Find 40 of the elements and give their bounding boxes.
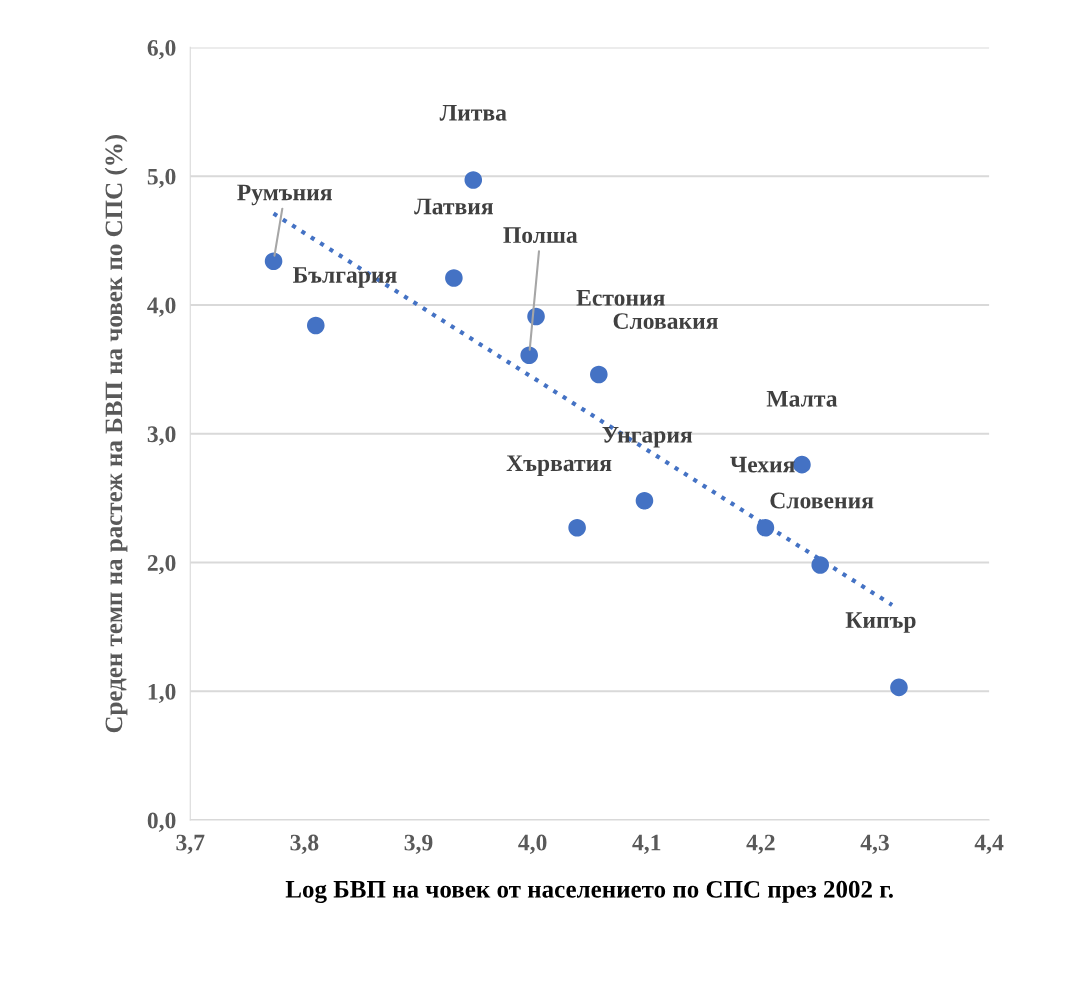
y-tick-label: 1,0	[148, 683, 176, 704]
point	[890, 678, 908, 697]
point	[264, 252, 283, 270]
annotation: Литва	[439, 104, 507, 121]
y-tick-label: 2,0	[147, 554, 176, 575]
point	[568, 518, 586, 537]
x-tick-label: 3,8	[290, 834, 319, 854]
point	[635, 491, 654, 510]
x-tick-label: 4,4	[974, 834, 1004, 854]
x-tick-label: 3,7	[176, 834, 205, 854]
annotation: Латвия	[414, 198, 494, 215]
y-tick-label: 6,0	[147, 39, 176, 60]
annotation: Хърватия	[506, 455, 612, 476]
point	[307, 316, 325, 335]
point	[520, 346, 538, 364]
x-axis-title: Log БВП на човек от населението по СПС през 2002 г.	[285, 880, 893, 904]
point	[811, 556, 829, 574]
annotation: Кипър	[845, 612, 916, 633]
y-tick-label: 3,0	[147, 426, 176, 446]
point	[793, 455, 811, 474]
y-axis-title: Среден темп на растеж на БВП на човек по СПС (%)	[104, 135, 128, 733]
point	[464, 171, 483, 189]
y-tick-label: 0,0	[147, 812, 176, 832]
x-tick-label: 4,1	[632, 834, 661, 854]
x-tick-label: 4,2	[746, 834, 775, 854]
annotation: Словения	[770, 492, 874, 509]
annotation: Малта	[766, 390, 838, 407]
x-tick-label: 4,3	[860, 834, 889, 854]
point	[445, 269, 463, 287]
annotation: Словакия	[613, 313, 718, 330]
x-tick-label: 3,9	[404, 834, 433, 854]
point	[590, 365, 608, 384]
annotation: Полша	[503, 227, 578, 244]
y-tick-label: 5,0	[147, 168, 176, 189]
annotation: Румъния	[237, 184, 332, 206]
annotation: Естония	[576, 290, 665, 306]
y-tick-label: 4,0	[147, 297, 176, 317]
point	[756, 518, 775, 537]
annotation: България	[293, 267, 397, 288]
x-tick-label: 4,0	[518, 834, 547, 854]
